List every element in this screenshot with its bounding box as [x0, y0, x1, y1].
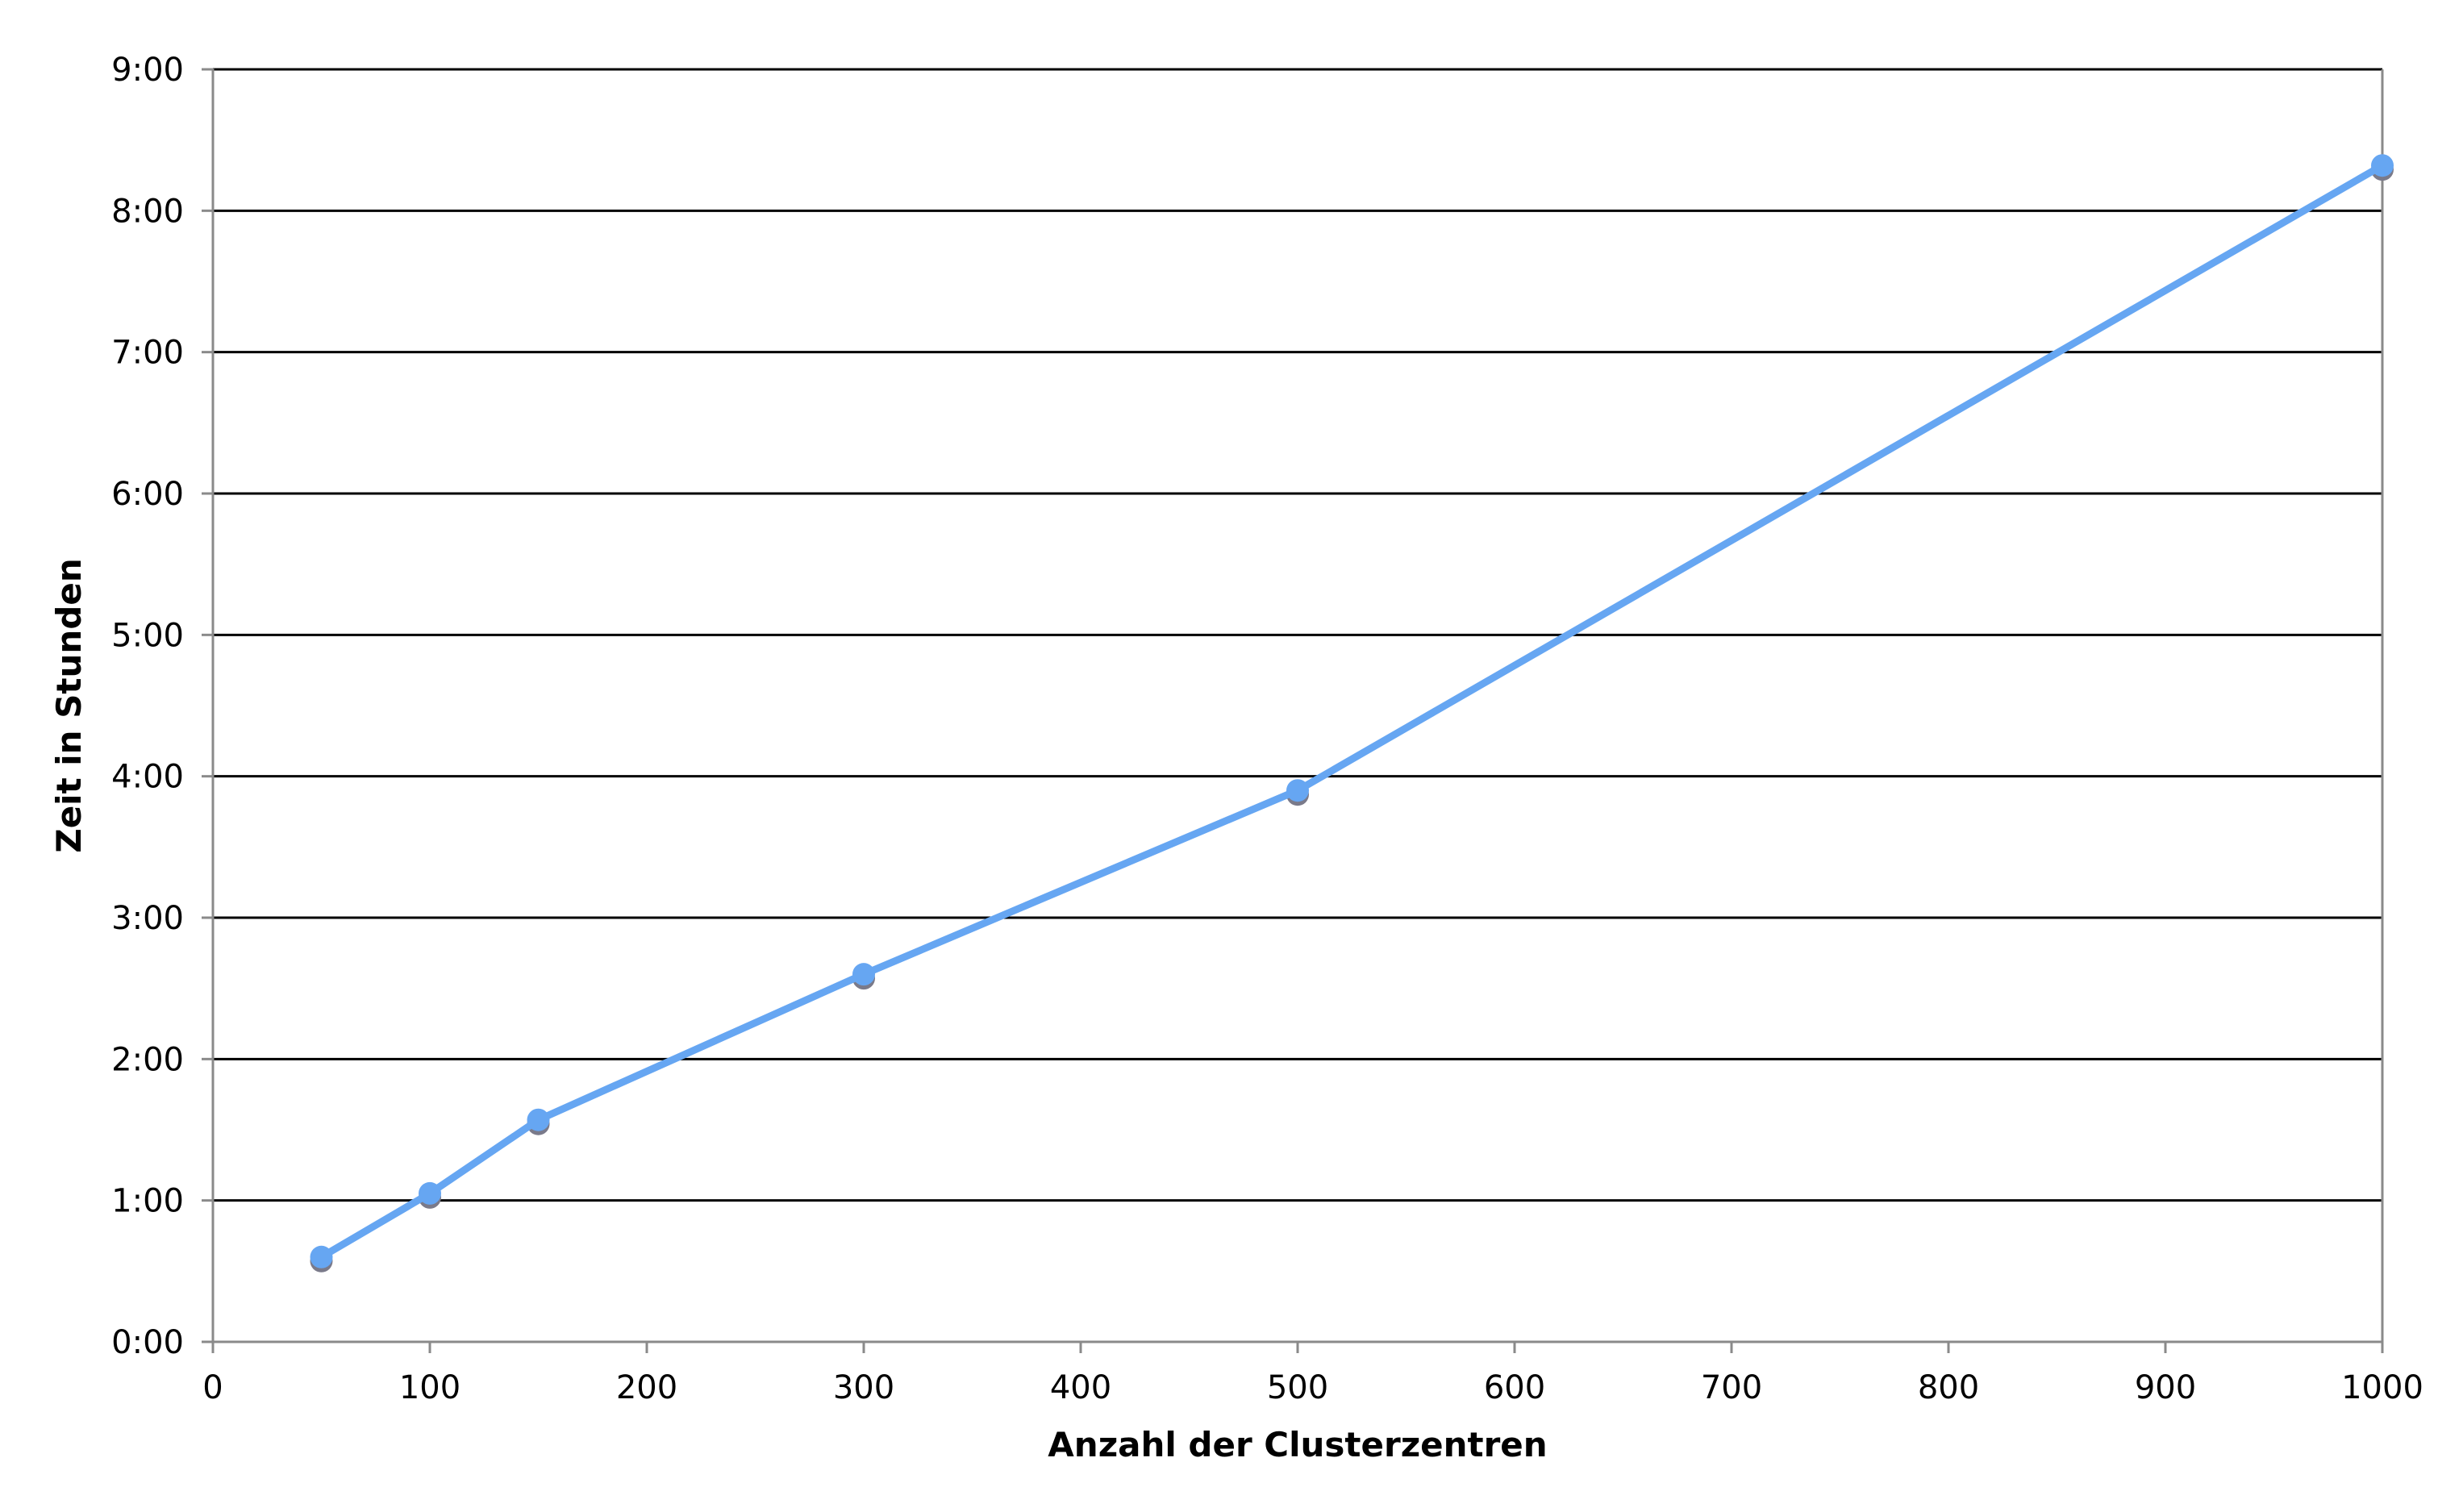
tick-labels: 0:00 1:00 2:00 3:00 4:00 5:00 6:00 7:00 8:00 9:00…: [111, 52, 2423, 1406]
data-series: [310, 154, 2394, 1272]
x-tick-label: 400: [1050, 1369, 1111, 1406]
data-point: [527, 1108, 550, 1131]
y-tick-label: 3:00: [111, 900, 184, 937]
x-tick-label: 700: [1701, 1369, 1762, 1406]
y-tick-label: 9:00: [111, 52, 184, 89]
data-point: [310, 1245, 333, 1268]
x-tick-label: 200: [616, 1369, 677, 1406]
grid-lines: [213, 68, 2382, 1202]
plot-area: [213, 69, 2382, 1342]
series-line: [318, 161, 2386, 1261]
y-tick-label: 6:00: [111, 476, 184, 513]
y-tick-label: 8:00: [111, 193, 184, 230]
data-point: [1286, 779, 1309, 802]
x-tick-label: 0: [202, 1369, 223, 1406]
x-tick-label: 800: [1918, 1369, 1979, 1406]
x-tick-label: 600: [1484, 1369, 1545, 1406]
data-point: [2371, 154, 2394, 177]
axes: [202, 68, 2384, 1353]
x-tick-label: 900: [2135, 1369, 2196, 1406]
x-tick-label: 300: [833, 1369, 894, 1406]
x-axis-title: Anzahl der Clusterzentren: [1048, 1425, 1547, 1464]
y-tick-label: 5:00: [111, 617, 184, 654]
y-tick-label: 0:00: [111, 1324, 184, 1361]
data-point: [852, 963, 875, 986]
y-tick-label: 7:00: [111, 335, 184, 372]
x-tick-label: 100: [399, 1369, 461, 1406]
y-tick-label: 1:00: [111, 1183, 184, 1220]
x-tick-label: 500: [1267, 1369, 1328, 1406]
y-axis-title: Zeit in Stunden: [49, 558, 89, 853]
x-tick-label: 1000: [2341, 1369, 2423, 1406]
y-tick-label: 4:00: [111, 759, 184, 796]
y-tick-label: 2:00: [111, 1041, 184, 1078]
data-point: [419, 1181, 441, 1205]
